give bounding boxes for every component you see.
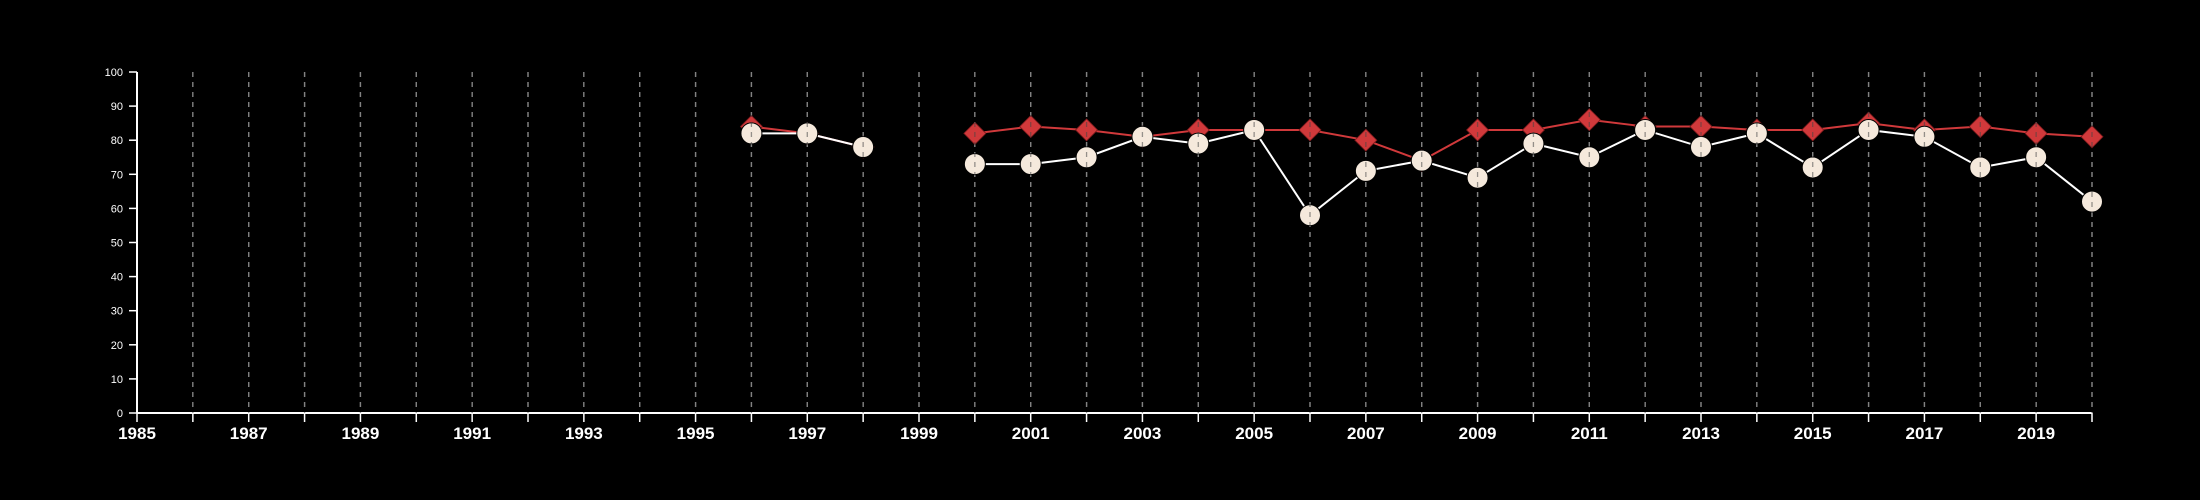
x-tick-label: 1995	[677, 424, 715, 443]
y-tick-label: 70	[111, 169, 123, 181]
y-tick-label: 30	[111, 306, 123, 318]
y-tick-label: 90	[111, 101, 123, 113]
data-point-circle	[1243, 118, 1266, 141]
x-tick-label: 2005	[1235, 424, 1273, 443]
y-tick-label: 40	[111, 272, 123, 284]
data-point-diamond	[1466, 118, 1490, 142]
data-point-circle	[1634, 118, 1657, 141]
y-tick-label: 100	[105, 67, 123, 79]
x-tick-label: 1999	[900, 424, 938, 443]
x-tick-label: 1997	[788, 424, 826, 443]
data-point-circle	[1857, 118, 1880, 141]
x-tick-label: 1991	[453, 424, 491, 443]
y-tick-label: 60	[111, 203, 123, 215]
x-tick-label: 2009	[1459, 424, 1497, 443]
x-tick-label: 2015	[1794, 424, 1832, 443]
x-tick-label: 2017	[1906, 424, 1944, 443]
data-point-diamond	[1801, 118, 1825, 142]
data-point-circle	[1354, 159, 1377, 182]
x-tick-label: 2007	[1347, 424, 1385, 443]
x-tick-label: 2011	[1571, 424, 1608, 443]
data-point-diamond	[1075, 118, 1099, 142]
data-point-circle	[1410, 149, 1433, 172]
data-point-diamond	[1298, 118, 1322, 142]
x-tick-label: 2013	[1682, 424, 1720, 443]
series	[192, 72, 2104, 413]
data-point-diamond	[1354, 128, 1378, 152]
gridline-overlay	[192, 72, 2093, 413]
y-tick-label: 80	[111, 135, 123, 147]
x-tick-label: 2019	[2017, 424, 2055, 443]
x-tick-label: 1985	[118, 424, 156, 443]
y-tick-label: 10	[111, 374, 123, 386]
axes: 0 10 20 30 40 50 60 70 80 90 100 1985 1987 1989 1991 19…	[105, 67, 2093, 443]
y-tick-label: 0	[117, 408, 123, 420]
x-tick-label: 2003	[1124, 424, 1162, 443]
y-tick-label: 20	[111, 340, 123, 352]
y-tick-label: 50	[111, 238, 123, 250]
data-point-circle	[1466, 166, 1489, 189]
x-tick-label: 2001	[1012, 424, 1050, 443]
x-tick-label: 1987	[230, 424, 268, 443]
x-tick-label: 1989	[342, 424, 380, 443]
data-point-diamond	[1577, 108, 1601, 132]
x-tick-label: 1993	[565, 424, 603, 443]
